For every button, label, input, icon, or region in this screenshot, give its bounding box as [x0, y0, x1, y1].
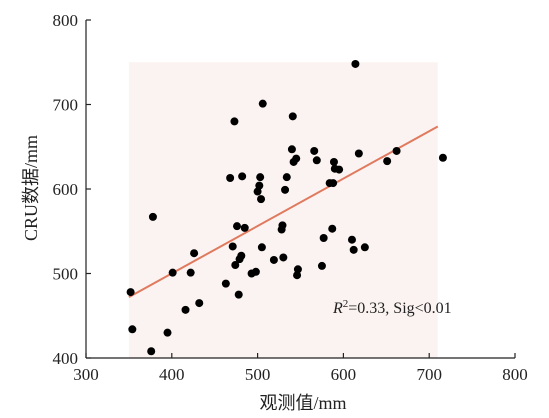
trend-line: [128, 125, 439, 299]
data-point: [349, 245, 358, 254]
y-tick-label: 800: [53, 11, 79, 30]
fit-statistics: =0.33, Sig<0.01: [348, 300, 451, 317]
data-point: [287, 145, 296, 154]
data-point: [231, 261, 240, 270]
data-point: [258, 99, 267, 108]
y-tick-label: 400: [53, 349, 79, 368]
data-point: [237, 251, 246, 260]
data-point: [278, 221, 287, 230]
data-point: [383, 157, 392, 166]
y-tick-label: 500: [53, 265, 79, 284]
data-point: [288, 112, 297, 121]
data-point: [257, 243, 266, 252]
data-point: [147, 347, 156, 356]
data-point: [293, 265, 302, 274]
y-tick-label: 600: [53, 180, 79, 199]
data-point: [317, 261, 326, 270]
data-point: [251, 267, 260, 276]
data-point: [126, 288, 135, 297]
data-point: [240, 223, 249, 232]
data-point: [190, 249, 199, 258]
fit-annotation: R2=0.33, Sig<0.01: [332, 298, 452, 317]
shaded-region: [128, 62, 438, 358]
x-axis-title: 观测值/mm: [259, 393, 346, 413]
data-point: [360, 243, 369, 252]
data-point: [168, 268, 177, 277]
data-point: [269, 255, 278, 264]
r-squared-symbol: R: [332, 300, 343, 317]
data-point: [255, 181, 264, 190]
data-point: [310, 146, 319, 155]
data-point: [335, 165, 344, 174]
x-tick-label: 800: [502, 365, 528, 384]
data-point: [148, 212, 157, 221]
data-point: [328, 224, 337, 233]
data-point: [329, 179, 338, 188]
data-point: [257, 195, 266, 204]
data-point: [292, 154, 301, 163]
r-squared-power: 2: [343, 298, 349, 310]
data-point: [230, 117, 239, 126]
data-point: [238, 172, 247, 181]
data-point: [186, 268, 195, 277]
data-point: [163, 328, 172, 337]
data-point: [281, 185, 290, 194]
points-layer: [126, 59, 447, 356]
x-tick-label: 700: [416, 365, 442, 384]
y-axis-title: CRU数据/mm: [21, 135, 41, 241]
data-point: [181, 305, 190, 314]
data-point: [312, 156, 321, 165]
data-point: [392, 146, 401, 155]
data-point: [329, 157, 338, 166]
data-point: [354, 149, 363, 158]
data-point: [347, 235, 356, 244]
data-point: [438, 153, 447, 162]
data-point: [221, 279, 230, 288]
data-point: [226, 174, 235, 183]
data-point: [282, 173, 291, 182]
data-point: [195, 299, 204, 308]
data-point: [228, 242, 237, 251]
y-tick-label: 700: [53, 96, 79, 115]
x-tick-label: 600: [331, 365, 357, 384]
data-point: [351, 59, 360, 68]
x-tick-label: 500: [245, 365, 271, 384]
data-point: [279, 253, 288, 262]
data-point: [293, 271, 302, 280]
data-point: [234, 290, 243, 299]
data-point: [256, 173, 265, 182]
x-tick-label: 300: [73, 365, 99, 384]
data-point: [128, 325, 137, 334]
data-point: [233, 222, 242, 231]
x-tick-label: 400: [159, 365, 185, 384]
data-point: [319, 234, 328, 243]
